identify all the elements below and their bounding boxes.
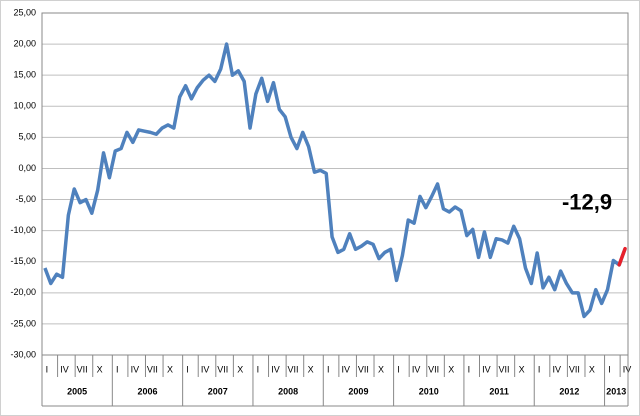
x-tick-label: VII xyxy=(428,364,439,374)
y-tick-label: -30,00 xyxy=(10,349,36,359)
y-tick-label: 10,00 xyxy=(13,101,36,111)
x-tick-label: IV xyxy=(412,364,421,374)
x-tick-label: I xyxy=(257,364,260,374)
x-tick-label: I xyxy=(468,364,471,374)
x-tick-label: X xyxy=(519,364,525,374)
x-tick-label: VII xyxy=(288,364,299,374)
plot-border xyxy=(41,12,629,356)
y-tick-label: 0,00 xyxy=(18,163,36,173)
y-tick-label: -20,00 xyxy=(10,287,36,297)
x-tick-label: IV xyxy=(482,364,491,374)
x-tick-label: I xyxy=(46,364,49,374)
y-tick-label: 20,00 xyxy=(13,38,36,48)
x-tick-label: VII xyxy=(569,364,580,374)
year-label: 2009 xyxy=(348,386,368,396)
x-tick-label: IV xyxy=(342,364,351,374)
y-tick-label: -10,00 xyxy=(10,225,36,235)
year-label: 2008 xyxy=(278,386,298,396)
y-tick-label: 15,00 xyxy=(13,70,36,80)
x-tick-label: X xyxy=(237,364,243,374)
x-tick-label: VII xyxy=(358,364,369,374)
x-tick-label: X xyxy=(97,364,103,374)
x-tick-label: X xyxy=(589,364,595,374)
x-tick-label: VII xyxy=(217,364,228,374)
x-tick-label: I xyxy=(116,364,119,374)
x-tick-label: I xyxy=(538,364,541,374)
x-tick-label: X xyxy=(378,364,384,374)
year-label: 2006 xyxy=(137,386,157,396)
x-tick-label: IV xyxy=(60,364,69,374)
x-tick-label: VII xyxy=(77,364,88,374)
y-tick-label: 5,00 xyxy=(18,132,36,142)
year-label: 2011 xyxy=(489,386,509,396)
x-tick-label: I xyxy=(608,364,611,374)
x-tick-label: IV xyxy=(271,364,280,374)
x-tick-label: I xyxy=(186,364,189,374)
x-tick-label: X xyxy=(448,364,454,374)
x-tick-label: VII xyxy=(499,364,510,374)
x-tick-label: I xyxy=(327,364,330,374)
year-label: 2012 xyxy=(559,386,579,396)
x-tick-label: IV xyxy=(131,364,140,374)
last-segment xyxy=(617,246,627,267)
x-tick-label: I xyxy=(397,364,400,374)
x-tick-label: IV xyxy=(623,364,632,374)
y-tick-label: -5,00 xyxy=(15,194,36,204)
x-tick-label: X xyxy=(167,364,173,374)
x-tick-label: IV xyxy=(552,364,561,374)
y-tick-label: -15,00 xyxy=(10,256,36,266)
year-label: 2013 xyxy=(606,386,626,396)
value-label: -12,9 xyxy=(562,189,612,214)
x-tick-label: VII xyxy=(147,364,158,374)
y-tick-label: -25,00 xyxy=(10,318,36,328)
year-label: 2005 xyxy=(67,386,87,396)
y-tick-label: 25,00 xyxy=(13,7,36,17)
year-label: 2007 xyxy=(208,386,228,396)
x-tick-label: X xyxy=(308,364,314,374)
data-line xyxy=(43,42,627,319)
x-tick-label: IV xyxy=(201,364,210,374)
year-label: 2010 xyxy=(419,386,439,396)
